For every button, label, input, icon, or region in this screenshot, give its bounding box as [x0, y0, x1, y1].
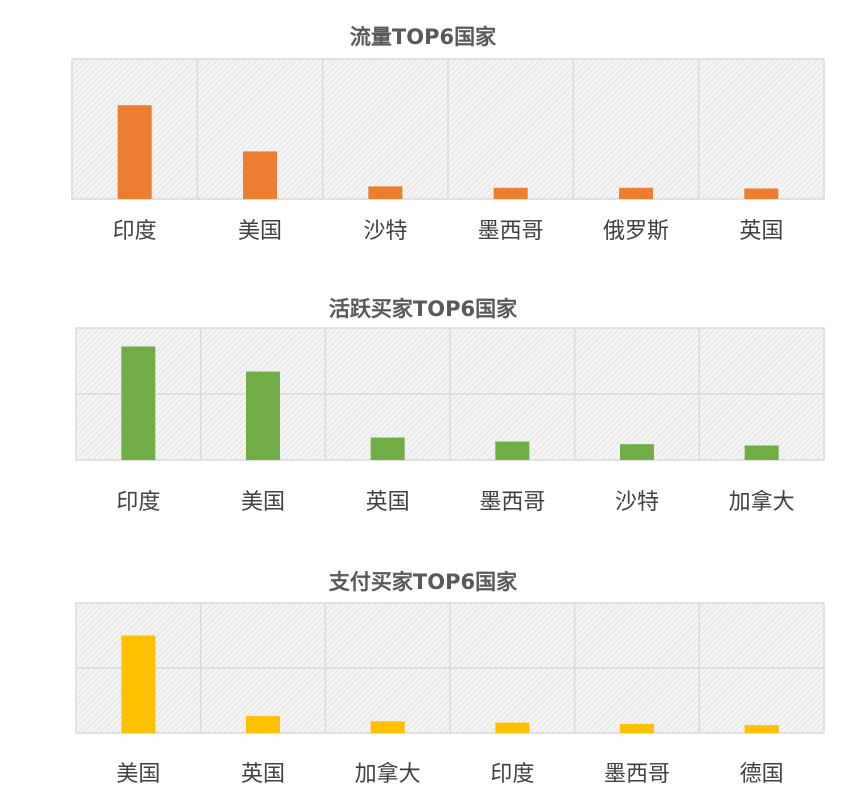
bar-俄罗斯 — [619, 187, 653, 199]
x-tick-label: 加拿大 — [355, 761, 421, 787]
bar-沙特 — [620, 444, 654, 460]
x-tick-label: 英国 — [366, 490, 410, 515]
bar-英国 — [744, 188, 779, 199]
x-tick-label: 美国 — [238, 219, 282, 244]
bar-美国 — [246, 371, 280, 460]
bar-加拿大 — [744, 445, 779, 460]
bar-美国 — [121, 635, 156, 733]
x-tick-label: 墨西哥 — [479, 490, 545, 515]
bar-墨西哥 — [493, 187, 528, 199]
x-tick-label: 德国 — [740, 762, 784, 787]
bar-英国 — [370, 437, 405, 460]
bar-德国 — [744, 725, 779, 733]
chart-title: 流量TOP6国家 — [350, 25, 497, 49]
x-tick-label: 墨西哥 — [604, 762, 670, 787]
x-tick-label: 沙特 — [615, 490, 659, 515]
active-buyers-chart: 活跃买家TOP6国家印度 美国 英国 墨西哥 沙特 加拿大 — [0, 280, 847, 540]
x-tick-label: 印度 — [116, 490, 160, 515]
x-tick-label: 加拿大 — [729, 489, 795, 515]
bar-印度 — [117, 105, 152, 199]
chart-title: 支付买家TOP6国家 — [329, 570, 518, 594]
chart-title: 活跃买家TOP6国家 — [329, 297, 518, 321]
x-tick-label: 美国 — [241, 490, 285, 515]
x-tick-label: 印度 — [113, 219, 157, 244]
bar-印度 — [495, 722, 530, 733]
bar-美国 — [243, 151, 277, 199]
x-tick-label: 沙特 — [363, 219, 407, 244]
traffic-chart: 流量TOP6国家印度 美国 沙特 墨西哥 俄罗斯 英国 — [0, 0, 847, 260]
x-tick-label: 俄罗斯 — [603, 219, 669, 244]
x-tick-label: 英国 — [739, 219, 783, 244]
bar-墨西哥 — [495, 441, 530, 460]
bar-英国 — [246, 716, 280, 733]
x-tick-label: 印度 — [490, 762, 534, 787]
bar-墨西哥 — [620, 723, 654, 733]
x-tick-label: 美国 — [116, 762, 160, 787]
bar-印度 — [121, 346, 156, 460]
x-tick-label: 英国 — [241, 762, 285, 787]
x-tick-label: 墨西哥 — [478, 219, 544, 244]
bar-沙特 — [368, 186, 403, 199]
bar-加拿大 — [370, 721, 405, 733]
paying-buyers-chart: 支付买家TOP6国家美国 英国 加拿大 印度 墨西哥 德国 — [0, 555, 847, 807]
